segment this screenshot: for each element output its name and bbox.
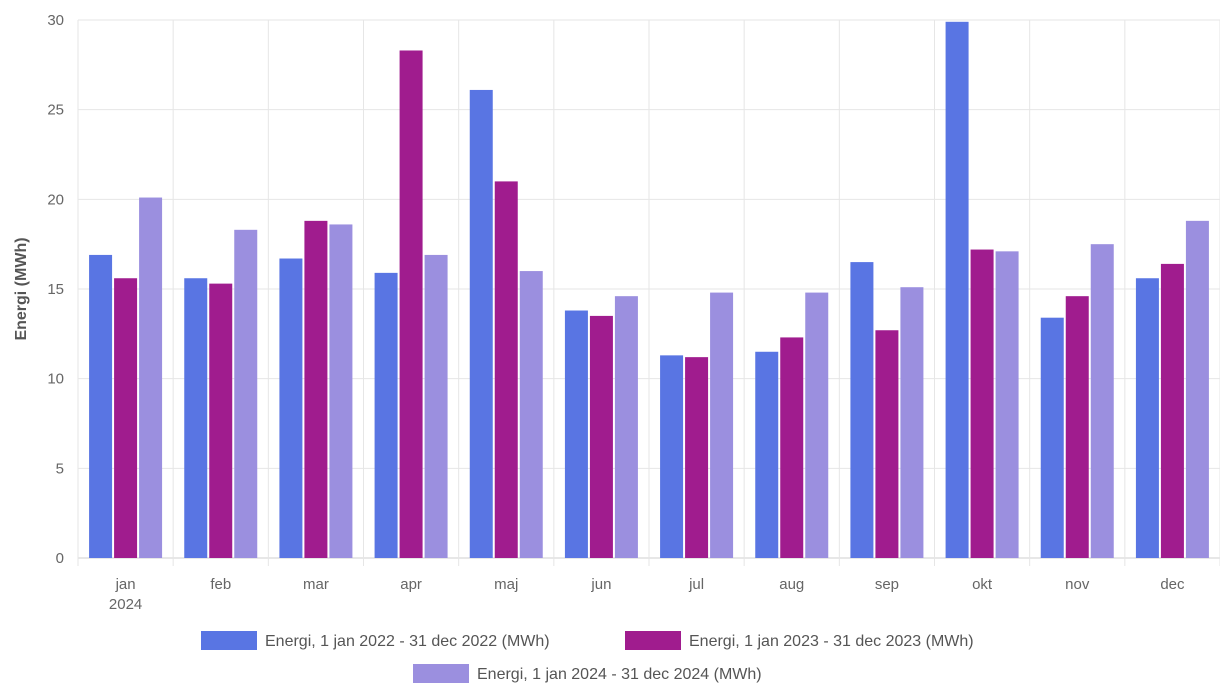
legend-label-series-2[interactable]: Energi, 1 jan 2023 - 31 dec 2023 (MWh) (689, 633, 974, 650)
y-tick-label: 5 (56, 460, 64, 477)
bar-maj-series-2[interactable] (494, 181, 518, 558)
bar-okt-series-1[interactable] (945, 21, 969, 558)
bar-aug-series-1[interactable] (755, 351, 779, 558)
y-tick-label: 30 (47, 12, 64, 29)
bar-okt-series-2[interactable] (970, 249, 994, 558)
bar-jun-series-1[interactable] (564, 310, 588, 558)
bar-dec-series-3[interactable] (1185, 220, 1209, 558)
bar-apr-series-1[interactable] (374, 272, 398, 558)
bar-nov-series-3[interactable] (1090, 244, 1114, 558)
bar-okt-series-3[interactable] (995, 251, 1019, 558)
bar-jun-series-2[interactable] (589, 315, 613, 558)
x-tick-label: feb (210, 576, 231, 593)
legend: Energi, 1 jan 2022 - 31 dec 2022 (MWh) En… (201, 631, 974, 683)
bar-jun-series-3[interactable] (614, 296, 638, 558)
x-tick-label: apr (400, 576, 422, 593)
legend-swatch-series-1[interactable] (201, 631, 257, 650)
bars (89, 21, 1209, 559)
bar-maj-series-1[interactable] (469, 89, 493, 558)
bar-jan-series-1[interactable] (89, 254, 113, 558)
y-tick-label: 10 (47, 371, 64, 388)
x-tick-label: jan (115, 576, 136, 593)
x-tick-label: mar (303, 576, 329, 593)
bar-jul-series-2[interactable] (685, 357, 709, 558)
axes: 0 5 10 15 20 25 30 jan feb mar apr maj jun jul aug sep o… (47, 12, 1185, 613)
y-tick-label: 20 (47, 191, 64, 208)
legend-label-series-1[interactable]: Energi, 1 jan 2022 - 31 dec 2022 (MWh) (265, 633, 550, 650)
bar-feb-series-3[interactable] (234, 229, 258, 558)
bar-feb-series-1[interactable] (184, 278, 208, 558)
y-tick-label: 0 (56, 550, 64, 567)
y-tick-label: 25 (47, 102, 64, 119)
bar-mar-series-2[interactable] (304, 220, 328, 558)
y-tick-label: 15 (47, 281, 64, 298)
x-tick-label: nov (1065, 576, 1090, 593)
bar-sep-series-3[interactable] (900, 287, 924, 558)
x-tick-sublabel: 2024 (109, 596, 142, 613)
bar-mar-series-1[interactable] (279, 258, 303, 558)
legend-label-series-3[interactable]: Energi, 1 jan 2024 - 31 dec 2024 (MWh) (477, 666, 762, 683)
x-tick-label: jun (590, 576, 611, 593)
bar-dec-series-1[interactable] (1135, 278, 1159, 558)
bar-aug-series-2[interactable] (780, 337, 804, 558)
bar-jul-series-3[interactable] (710, 292, 734, 558)
x-tick-label: okt (972, 576, 993, 593)
bar-nov-series-1[interactable] (1040, 317, 1064, 558)
x-tick-label: maj (494, 576, 518, 593)
grid (77, 19, 1220, 566)
bar-dec-series-2[interactable] (1160, 263, 1184, 558)
bar-sep-series-1[interactable] (850, 262, 874, 558)
x-tick-label: dec (1160, 576, 1185, 593)
legend-swatch-series-3[interactable] (413, 664, 469, 683)
bar-maj-series-3[interactable] (519, 271, 543, 558)
x-tick-label: sep (875, 576, 899, 593)
bar-jan-series-2[interactable] (114, 278, 138, 558)
bar-jul-series-1[interactable] (660, 355, 684, 558)
x-tick-label: aug (779, 576, 804, 593)
bar-apr-series-3[interactable] (424, 254, 448, 558)
bar-aug-series-3[interactable] (805, 292, 829, 558)
bar-feb-series-2[interactable] (209, 283, 233, 558)
legend-swatch-series-2[interactable] (625, 631, 681, 650)
bar-jan-series-3[interactable] (139, 197, 163, 559)
y-axis-title: Energi (MWh) (13, 237, 30, 340)
bar-nov-series-2[interactable] (1065, 296, 1089, 558)
bar-sep-series-2[interactable] (875, 330, 899, 558)
bar-mar-series-3[interactable] (329, 224, 353, 558)
bar-apr-series-2[interactable] (399, 50, 423, 559)
x-tick-label: jul (688, 576, 704, 593)
